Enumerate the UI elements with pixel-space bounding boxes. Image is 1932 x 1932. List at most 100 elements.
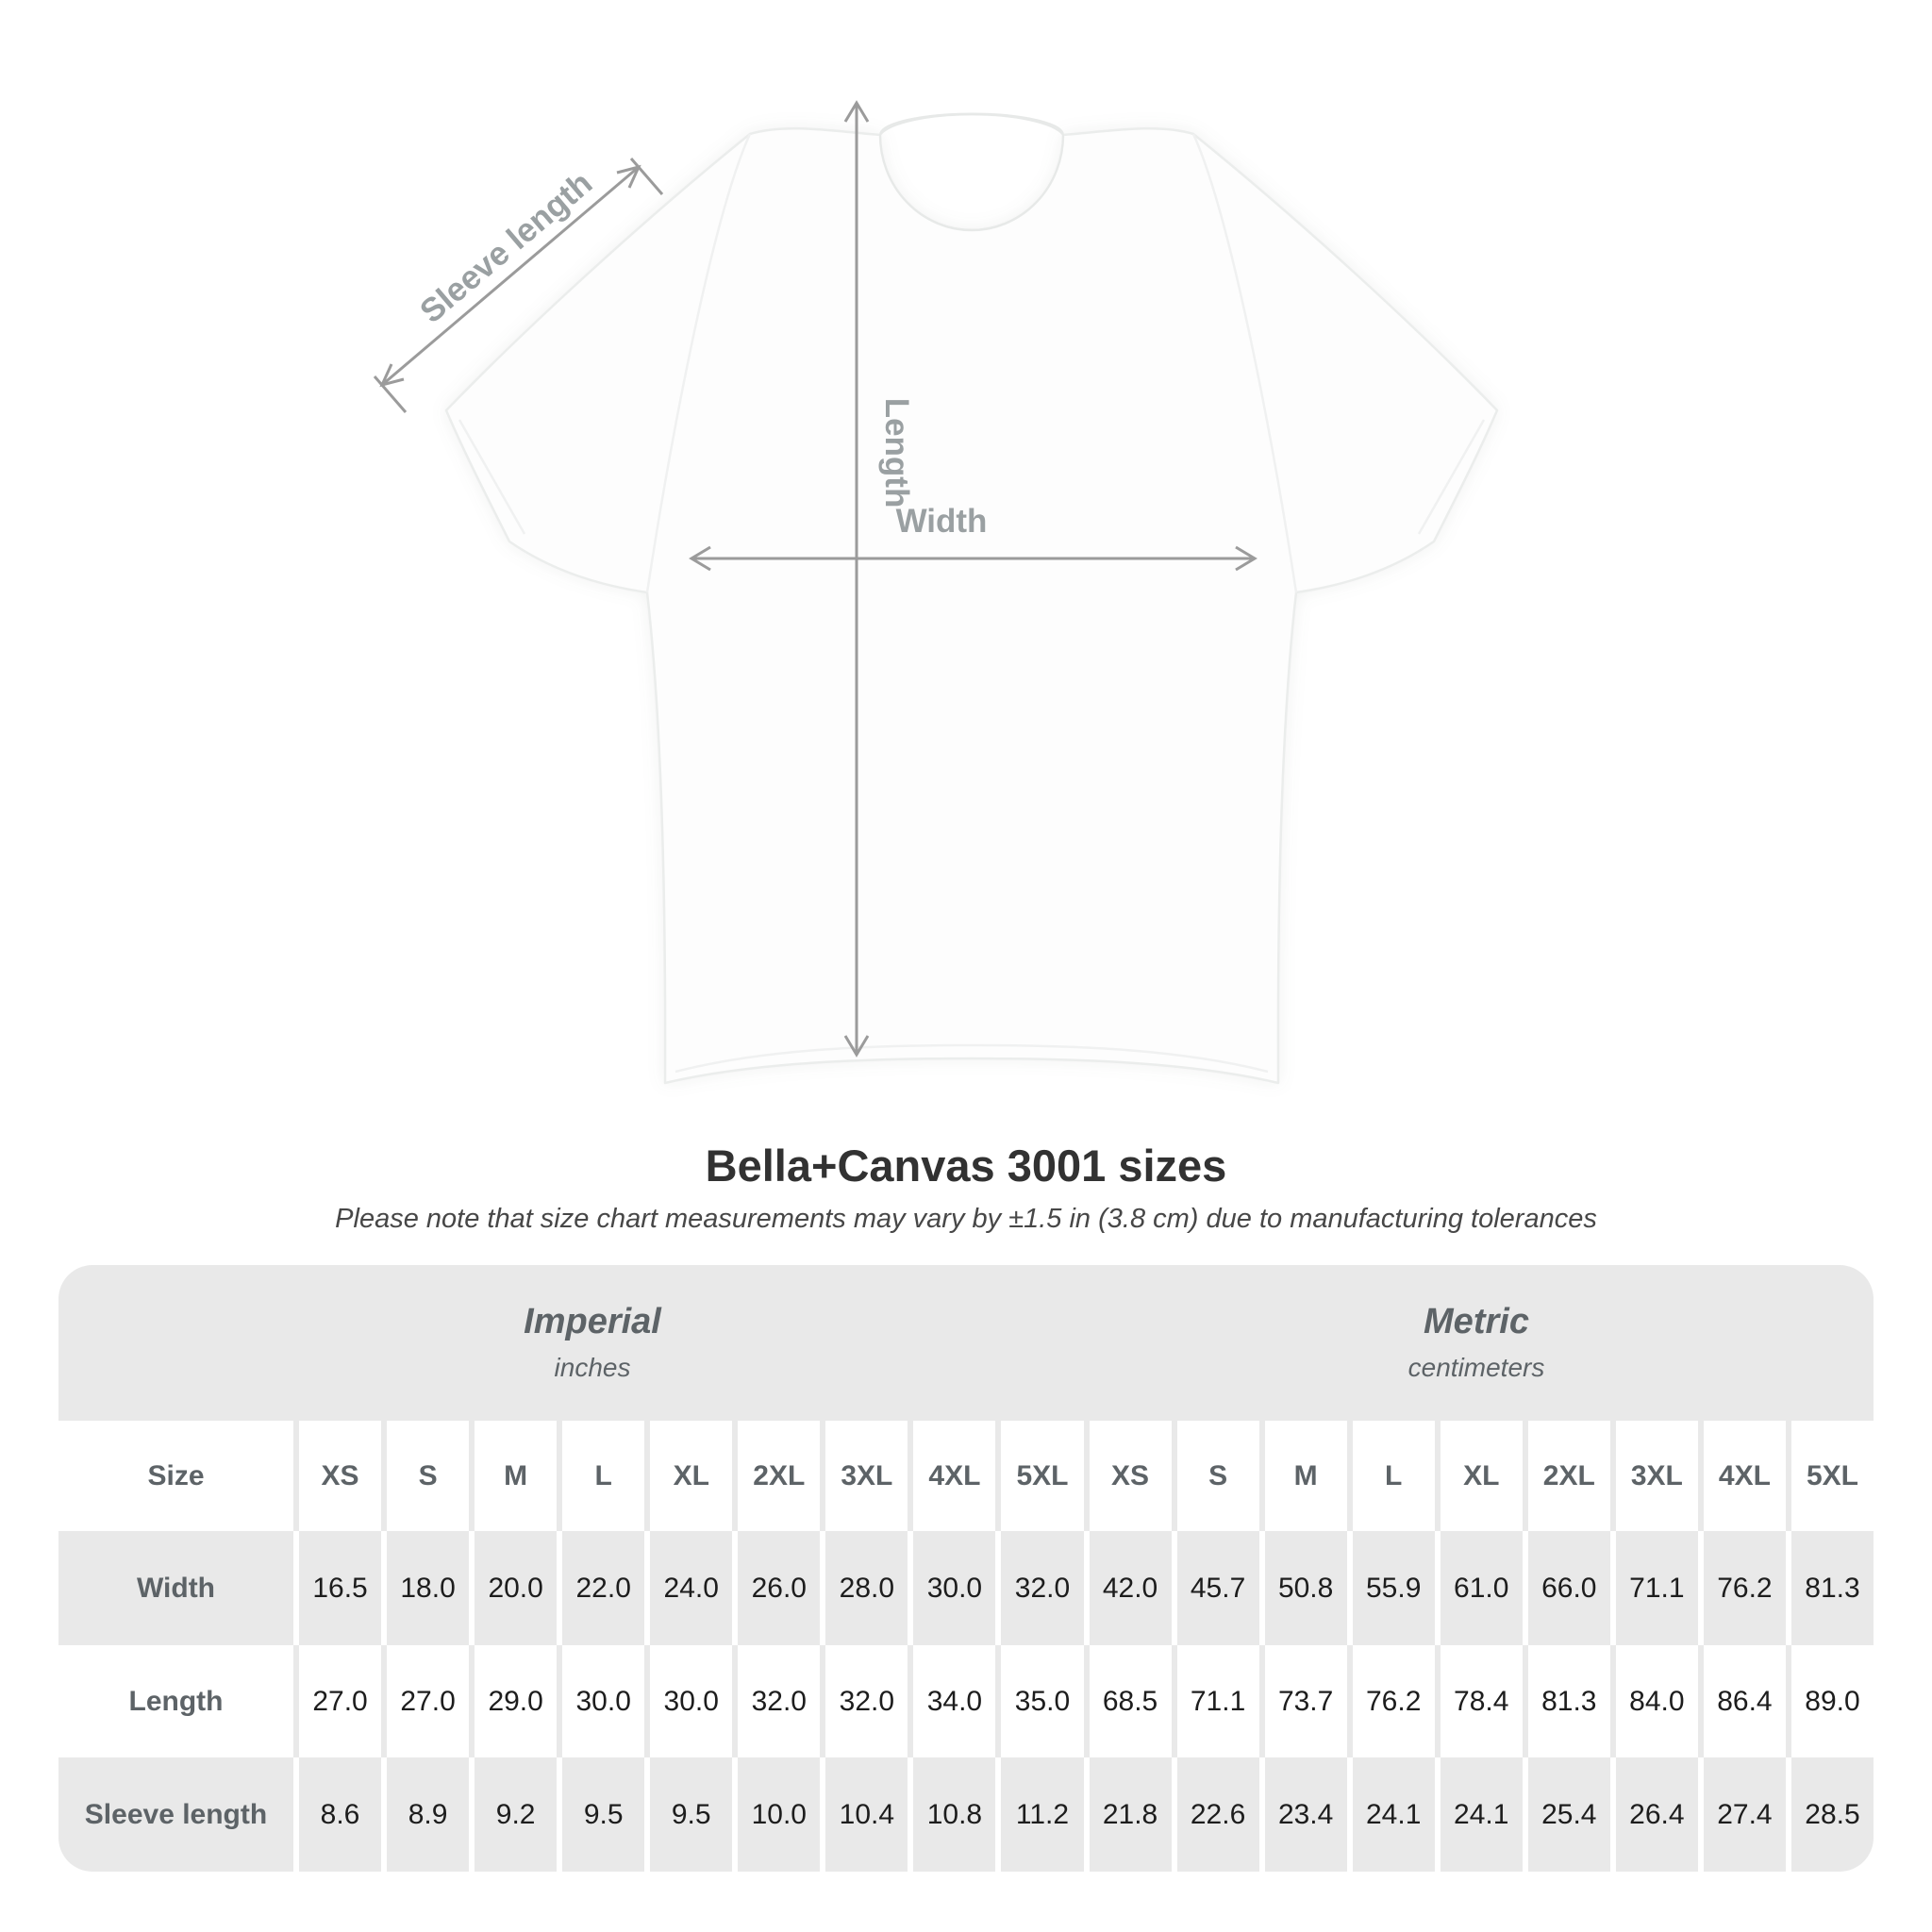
cell-width-imperial-m: 20.0 [475, 1531, 558, 1645]
col-header-imperial-3xl: 3XL [825, 1421, 908, 1531]
width-label: Width [896, 503, 988, 540]
table-row-length: Length 27.0 27.0 29.0 30.0 30.0 32.0 32.0 34.0 35… [58, 1645, 1874, 1757]
cell-length-metric-m: 73.7 [1264, 1645, 1347, 1757]
length-label: Length [878, 398, 915, 508]
cell-sleeve-length-imperial-2xl: 10.0 [738, 1757, 821, 1872]
cell-sleeve-length-metric-l: 24.1 [1352, 1757, 1435, 1872]
row-label-2: Sleeve length [58, 1757, 293, 1872]
cell-length-metric-xl: 78.4 [1440, 1645, 1523, 1757]
cell-sleeve-length-imperial-l: 9.5 [562, 1757, 645, 1872]
col-header-imperial-5xl: 5XL [1001, 1421, 1084, 1531]
length-arrow [843, 100, 870, 1058]
cell-width-imperial-s: 18.0 [387, 1531, 470, 1645]
cell-width-imperial-xs: 16.5 [299, 1531, 382, 1645]
cell-length-imperial-4xl: 34.0 [913, 1645, 996, 1757]
cell-sleeve-length-imperial-m: 9.2 [475, 1757, 558, 1872]
cell-length-metric-4xl: 86.4 [1703, 1645, 1786, 1757]
cell-width-metric-3xl: 71.1 [1615, 1531, 1698, 1645]
col-header-metric-l: L [1352, 1421, 1435, 1531]
right-sleeve-seam [1191, 133, 1298, 593]
col-header-metric-3xl: 3XL [1615, 1421, 1698, 1531]
cell-width-imperial-3xl: 28.0 [825, 1531, 908, 1645]
col-header-metric-xs: XS [1089, 1421, 1172, 1531]
cell-sleeve-length-metric-xl: 24.1 [1440, 1757, 1523, 1872]
tolerance-note: Please note that size chart measurements… [335, 1204, 1597, 1234]
tshirt-figure: Sleeve length Length Width [358, 47, 1585, 1123]
cell-sleeve-length-imperial-xs: 8.6 [299, 1757, 382, 1872]
cell-length-imperial-m: 29.0 [475, 1645, 558, 1757]
metric-label: Metric [1424, 1302, 1529, 1341]
cell-length-imperial-s: 27.0 [387, 1645, 470, 1757]
cell-length-imperial-xs: 27.0 [299, 1645, 382, 1757]
left-cuff-stitch [458, 419, 526, 535]
table-row-width: Width 16.5 18.0 20.0 22.0 24.0 26.0 28.0 30.0 32.… [58, 1531, 1874, 1645]
cell-sleeve-length-metric-2xl: 25.4 [1527, 1757, 1610, 1872]
col-header-imperial-xs: XS [299, 1421, 382, 1531]
col-header-imperial-2xl: 2XL [738, 1421, 821, 1531]
col-header-metric-xl: XL [1440, 1421, 1523, 1531]
size-table-rows: Size XS S M L XL 2XL 3XL 4XL 5XL XS S M L XL 2XL 3XL 4XL 5… [58, 1421, 1874, 1872]
cell-length-metric-5xl: 89.0 [1790, 1645, 1874, 1757]
row-label-1: Length [58, 1645, 293, 1757]
cell-length-imperial-3xl: 32.0 [825, 1645, 908, 1757]
col-header-metric-2xl: 2XL [1527, 1421, 1610, 1531]
col-header-imperial-4xl: 4XL [913, 1421, 996, 1531]
cell-width-metric-xl: 61.0 [1440, 1531, 1523, 1645]
cell-sleeve-length-metric-s: 22.6 [1176, 1757, 1259, 1872]
cell-width-imperial-2xl: 26.0 [738, 1531, 821, 1645]
col-header-imperial-m: M [475, 1421, 558, 1531]
col-header-imperial-s: S [387, 1421, 470, 1531]
cell-width-metric-xs: 42.0 [1089, 1531, 1172, 1645]
cell-length-imperial-xl: 30.0 [650, 1645, 733, 1757]
size-header-row: Size XS S M L XL 2XL 3XL 4XL 5XL XS S M L XL 2XL 3XL 4XL 5… [58, 1421, 1874, 1531]
cell-length-metric-2xl: 81.3 [1527, 1645, 1610, 1757]
cell-width-metric-m: 50.8 [1264, 1531, 1347, 1645]
cell-width-imperial-4xl: 30.0 [913, 1531, 996, 1645]
cell-width-metric-5xl: 81.3 [1790, 1531, 1874, 1645]
col-header-size: Size [58, 1421, 293, 1531]
unit-group-imperial: Imperial inches [524, 1301, 661, 1384]
left-sleeve-seam [645, 133, 752, 593]
cell-sleeve-length-imperial-4xl: 10.8 [913, 1757, 996, 1872]
col-header-imperial-l: L [562, 1421, 645, 1531]
tshirt-figure-svg: Sleeve length Length Width [373, 100, 1499, 1085]
imperial-label: Imperial [524, 1302, 661, 1341]
cell-length-metric-l: 76.2 [1352, 1645, 1435, 1757]
imperial-sublabel: inches [554, 1353, 631, 1382]
col-header-metric-4xl: 4XL [1703, 1421, 1786, 1531]
cell-sleeve-length-imperial-5xl: 11.2 [1001, 1757, 1084, 1872]
cell-sleeve-length-imperial-xl: 9.5 [650, 1757, 733, 1872]
cell-width-metric-l: 55.9 [1352, 1531, 1435, 1645]
cell-width-metric-s: 45.7 [1176, 1531, 1259, 1645]
right-cuff-stitch [1417, 419, 1486, 535]
width-arrow [689, 545, 1257, 572]
cell-sleeve-length-metric-xs: 21.8 [1089, 1757, 1172, 1872]
hem-stitch [675, 1043, 1269, 1074]
cell-sleeve-length-metric-m: 23.4 [1264, 1757, 1347, 1872]
tshirt-graphic [444, 127, 1499, 1085]
cell-sleeve-length-metric-4xl: 27.4 [1703, 1757, 1786, 1872]
cell-sleeve-length-imperial-s: 8.9 [387, 1757, 470, 1872]
cell-length-imperial-2xl: 32.0 [738, 1645, 821, 1757]
cell-width-imperial-5xl: 32.0 [1001, 1531, 1084, 1645]
col-header-metric-m: M [1264, 1421, 1347, 1531]
size-table: Imperial inches Metric centimeters Size X… [58, 1265, 1874, 1872]
page-title: Bella+Canvas 3001 sizes [705, 1141, 1227, 1191]
table-row-sleeve-length: Sleeve length 8.6 8.9 9.2 9.5 9.5 10.0 10.4 10.8… [58, 1757, 1874, 1872]
unit-header-band: Imperial inches Metric centimeters [58, 1265, 1874, 1421]
unit-group-metric: Metric centimeters [1408, 1301, 1545, 1384]
col-header-metric-5xl: 5XL [1790, 1421, 1874, 1531]
cell-length-imperial-l: 30.0 [562, 1645, 645, 1757]
collar-back [878, 112, 1065, 139]
row-label-0: Width [58, 1531, 293, 1645]
cell-sleeve-length-imperial-3xl: 10.4 [825, 1757, 908, 1872]
cell-length-metric-xs: 68.5 [1089, 1645, 1172, 1757]
cell-width-metric-2xl: 66.0 [1527, 1531, 1610, 1645]
col-header-metric-s: S [1176, 1421, 1259, 1531]
cell-length-metric-s: 71.1 [1176, 1645, 1259, 1757]
cell-width-imperial-l: 22.0 [562, 1531, 645, 1645]
cell-sleeve-length-metric-3xl: 26.4 [1615, 1757, 1698, 1872]
col-header-imperial-xl: XL [650, 1421, 733, 1531]
cell-sleeve-length-metric-5xl: 28.5 [1790, 1757, 1874, 1872]
